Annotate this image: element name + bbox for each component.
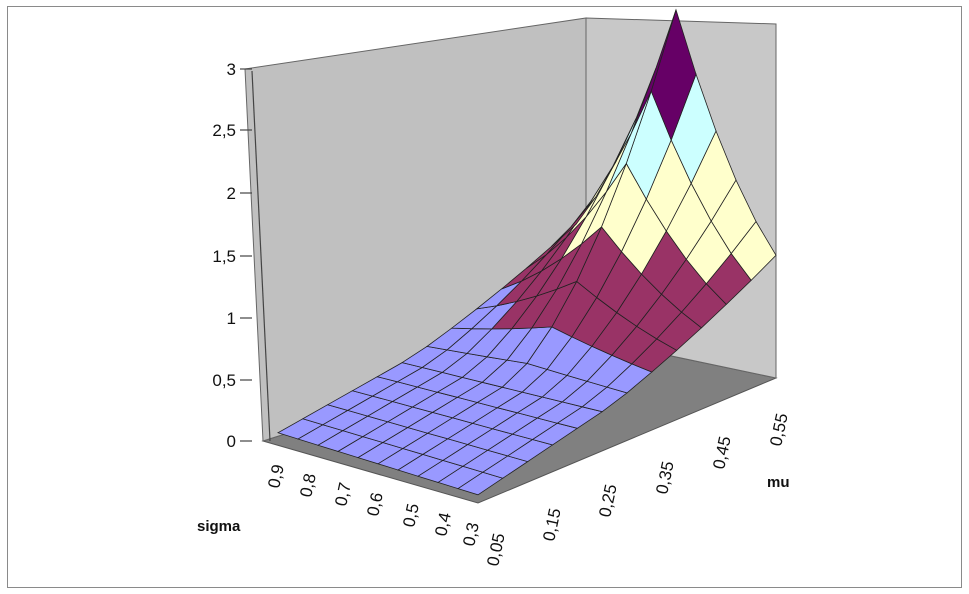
mu-tick-label: 0,45 bbox=[709, 435, 734, 471]
mu-axis-title: mu bbox=[767, 474, 790, 491]
mu-tick-label: 0,25 bbox=[595, 483, 620, 519]
z-axis-ticks: 0 0,5 1 1,5 2 2,5 3 bbox=[212, 60, 252, 451]
z-tick-label: 2 bbox=[227, 184, 236, 203]
mu-tick-label: 0,55 bbox=[766, 412, 791, 448]
z-tick-label: 3 bbox=[227, 60, 236, 79]
sigma-tick-label: 0,8 bbox=[296, 472, 319, 499]
sigma-axis-title: sigma bbox=[197, 518, 241, 535]
z-tick-label: 1 bbox=[227, 309, 236, 328]
chart-area: 0 0,5 1 1,5 2 2,5 3 0,3 0,4 0,5 0,6 0,7 … bbox=[7, 6, 962, 588]
surface-mesh bbox=[276, 8, 777, 496]
sigma-tick-label: 0,3 bbox=[459, 521, 482, 548]
z-axis-line bbox=[251, 70, 271, 442]
sigma-tick-label: 0,5 bbox=[399, 502, 422, 529]
sigma-tick-label: 0,7 bbox=[331, 481, 354, 508]
surface-cell bbox=[550, 196, 597, 247]
sigma-axis-ticks: 0,3 0,4 0,5 0,6 0,7 0,8 0,9 bbox=[264, 463, 482, 548]
sigma-tick-label: 0,6 bbox=[363, 491, 386, 518]
z-tick-label: 0 bbox=[227, 432, 236, 451]
sigma-tick-label: 0,9 bbox=[264, 463, 287, 490]
mu-tick-label: 0,35 bbox=[652, 460, 677, 496]
z-tick-label: 1,5 bbox=[212, 247, 236, 266]
sigma-tick-label: 0,4 bbox=[431, 511, 454, 538]
mu-tick-label: 0,15 bbox=[539, 507, 564, 543]
surface-chart: 0 0,5 1 1,5 2 2,5 3 0,3 0,4 0,5 0,6 0,7 … bbox=[197, 8, 792, 568]
z-tick-label: 0,5 bbox=[212, 371, 236, 390]
mu-tick-label: 0,05 bbox=[483, 532, 508, 568]
z-tick-label: 2,5 bbox=[212, 121, 236, 140]
